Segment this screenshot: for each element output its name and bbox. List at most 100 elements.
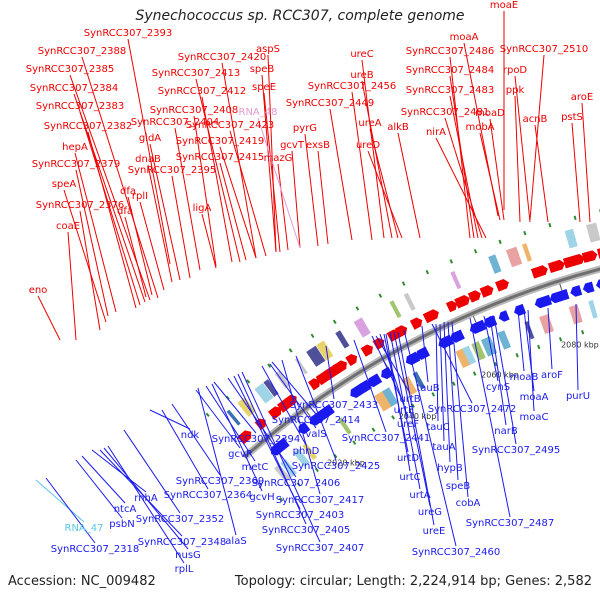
gene-label-bottom: RNA_47 (65, 523, 104, 534)
leader-line-bottom (197, 387, 237, 536)
gene-labels: SynRCC307_2393 SynRCC307_2388 SynRCC307_23… (26, 0, 594, 575)
gene-label-top: SynRCC307_2415 (176, 152, 265, 163)
gene-label-top: rplI (132, 191, 148, 202)
gene-label-top: SynRCC307_2385 (26, 64, 115, 75)
outer-tick-mark (205, 412, 210, 417)
gene-label-bottom: moaC (520, 412, 549, 423)
gene-label-bottom: SynRCC307_2433 (290, 400, 379, 411)
gene-label-top: dfa (120, 186, 136, 197)
leader-line-bottom (171, 403, 221, 476)
outer-tick-mark (246, 379, 251, 384)
inner-tick-mark (391, 415, 395, 420)
gene-label-bottom: ndk (181, 430, 200, 441)
leader-line-bottom (371, 335, 405, 405)
leader-line-top (67, 231, 77, 341)
leader-line-top (267, 54, 277, 253)
gene-label-top: coaE (56, 221, 80, 232)
gene-label-top: SynRCC307_2420 (178, 52, 267, 63)
inner-category-block (374, 390, 393, 412)
gene-label-bottom: tauB (416, 383, 439, 394)
gene-label-bottom: narB (494, 426, 518, 437)
gene-label-top: pstS (561, 112, 583, 123)
gene-label-top: pyrG (293, 123, 317, 134)
inner-tick-mark (581, 330, 585, 335)
gene-label-bottom: purU (566, 391, 590, 402)
gene-label-top: dfa (117, 206, 133, 217)
forward-gene-arrow (571, 253, 585, 266)
gene-label-bottom: moaA (520, 392, 549, 403)
forward-gene-arrow (345, 353, 358, 367)
gene-label-bottom: nusG (175, 550, 201, 561)
accession-label: Accession: NC_009482 (8, 574, 156, 589)
gene-label-top: alkB (387, 122, 409, 133)
forward-gene-arrow (547, 259, 565, 274)
gene-label-top: moaE (490, 0, 518, 11)
gene-label-top: SynRCC307_2456 (308, 81, 397, 92)
leader-line-bottom (237, 373, 307, 525)
scale-tick (306, 411, 312, 418)
reverse-gene-arrow (469, 319, 487, 334)
forward-gene-arrow (284, 394, 297, 408)
leader-line-bottom (195, 389, 241, 449)
outer-category-block (403, 292, 416, 311)
reverse-gene-arrow (596, 279, 600, 289)
leader-line-top (73, 93, 146, 303)
gene-label-bottom: SynRCC307_2348 (138, 537, 227, 548)
inner-category-block (293, 448, 310, 468)
leader-line-top (127, 38, 171, 265)
gene-label-bottom: urtD (397, 453, 419, 464)
gene-label-top: gidA (139, 133, 161, 144)
leader-line-bottom (575, 303, 579, 391)
leader-line-top (291, 150, 301, 249)
gene-label-bottom: SynRCC307_2403 (256, 510, 345, 521)
leader-line-top (149, 143, 181, 281)
gene-label-top: speB (250, 64, 275, 75)
leader-line-top (37, 295, 61, 341)
gene-label-bottom: ureG (418, 507, 442, 518)
leader-line-bottom (447, 321, 459, 481)
gene-label-bottom: psbN (109, 519, 134, 530)
leader-line-bottom (213, 381, 257, 434)
gene-label-top: SynRCC307_2408 (150, 105, 239, 116)
leader-lines (35, 11, 591, 564)
leader-line-bottom (527, 309, 535, 412)
outer-category-block (586, 222, 600, 243)
leader-line-top (581, 102, 591, 223)
leader-line-bottom (439, 323, 445, 442)
inner-tick-mark (452, 381, 456, 386)
outer-category-block (522, 243, 532, 262)
outer-category-block (389, 300, 402, 319)
gene-label-bottom: cynS (486, 382, 510, 393)
gene-label-top: SynRCC307_2376 (36, 200, 125, 211)
gene-label-bottom: phnD (293, 446, 320, 457)
forward-gene-arrow (332, 360, 347, 375)
leader-line-bottom (161, 409, 209, 490)
leader-line-top (435, 137, 487, 239)
topology-label: Topology: circular; Length: 2,224,914 bp… (234, 574, 592, 589)
reverse-gene-arrow (319, 404, 335, 419)
leader-line-bottom (431, 323, 473, 404)
leader-line-bottom (393, 331, 431, 507)
reverse-gene-arrow (498, 310, 510, 322)
leader-line-top (127, 196, 153, 296)
forward-gene-arrow (581, 250, 598, 263)
gene-label-top: rpoD (503, 65, 528, 76)
gene-label-top: moaD (475, 108, 505, 119)
inner-category-block (480, 336, 498, 357)
leader-line-top (514, 95, 521, 223)
leader-line-top (193, 115, 217, 267)
inner-category-block (455, 347, 472, 369)
gene-label-top: SynRCC307_2383 (36, 101, 125, 112)
gene-label-top: SynRCC307_2413 (152, 68, 241, 79)
forward-gene-arrow (530, 265, 548, 279)
leader-line-bottom (45, 477, 96, 544)
gene-label-top: SynRCC307_2393 (84, 28, 173, 39)
leader-line-bottom (281, 359, 321, 495)
inner-tick-mark (352, 440, 357, 445)
leader-line-top (79, 111, 141, 306)
outer-tick-mark (473, 249, 478, 254)
scale-tick-label: 2060 kbp (481, 371, 519, 380)
outer-tick-mark (401, 281, 406, 286)
gene-label-bottom: SynRCC307_2414 (272, 415, 361, 426)
forward-gene-arrow (445, 300, 458, 313)
